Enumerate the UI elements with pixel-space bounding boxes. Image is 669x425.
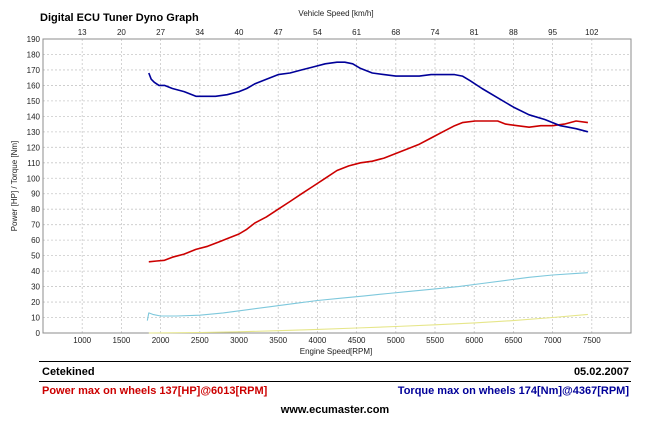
y-tick-label: 110 <box>27 159 40 168</box>
top-axis-label: Vehicle Speed [km/h] <box>298 9 373 18</box>
x-tick-label: 6000 <box>465 336 483 345</box>
y-tick-label: 120 <box>27 143 41 152</box>
y-tick-label: 90 <box>31 190 40 199</box>
x-tick-label: 3000 <box>230 336 248 345</box>
chart-title: Digital ECU Tuner Dyno Graph <box>40 12 199 24</box>
y-tick-label: 60 <box>31 236 40 245</box>
y-tick-label: 50 <box>31 252 40 261</box>
x-tick-label: 5500 <box>426 336 444 345</box>
footer-rule-top <box>39 361 631 362</box>
top-tick-label: 74 <box>431 28 440 37</box>
website-link[interactable]: www.ecumaster.com <box>280 404 390 416</box>
tick-layer: 0 10 20 30 40 50 60 70 80 90 100 110 120 130 140 150 160… <box>27 28 602 345</box>
x-tick-label: 1000 <box>73 336 91 345</box>
top-tick-label: 20 <box>117 28 126 37</box>
y-tick-label: 170 <box>27 66 41 75</box>
top-tick-label: 27 <box>156 28 165 37</box>
run-date: 05.02.2007 <box>573 366 629 378</box>
x-tick-label: 7000 <box>544 336 562 345</box>
plot-frame <box>42 38 632 334</box>
top-tick-label: 95 <box>548 28 557 37</box>
top-tick-label: 40 <box>235 28 244 37</box>
series-line-loss-cyan <box>146 272 588 321</box>
y-tick-label: 0 <box>36 329 41 338</box>
x-tick-label: 2000 <box>152 336 170 345</box>
x-tick-label: 2500 <box>191 336 209 345</box>
power-max-text: Power max on wheels 137[HP]@6013[RPM] <box>42 385 268 397</box>
top-tick-label: 88 <box>509 28 518 37</box>
footer-rule-mid <box>39 381 631 382</box>
footer-row-3: www.ecumaster.com <box>39 404 631 416</box>
x-tick-label: 4500 <box>348 336 366 345</box>
x-tick-label: 7500 <box>583 336 601 345</box>
top-tick-label: 54 <box>313 28 322 37</box>
top-tick-label: 47 <box>274 28 283 37</box>
y-axis-label: Power [HP] / Torque [Nm] <box>10 141 19 232</box>
y-tick-label: 30 <box>31 283 40 292</box>
y-tick-label: 180 <box>27 50 41 59</box>
series-line-torque-nm <box>148 61 589 133</box>
y-tick-label: 140 <box>27 112 41 121</box>
x-tick-label: 4000 <box>309 336 327 345</box>
y-tick-label: 160 <box>27 81 41 90</box>
top-tick-label: 102 <box>585 28 599 37</box>
y-tick-label: 100 <box>27 174 41 183</box>
y-tick-label: 40 <box>31 267 40 276</box>
x-tick-label: 3500 <box>269 336 287 345</box>
x-axis-label: Engine Speed[RPM] <box>300 347 373 356</box>
x-tick-label: 6500 <box>505 336 523 345</box>
x-tick-label: 5000 <box>387 336 405 345</box>
run-name: Cetekined <box>42 366 95 378</box>
y-tick-label: 150 <box>27 97 41 106</box>
y-tick-label: 190 <box>27 35 41 44</box>
y-tick-label: 20 <box>31 298 40 307</box>
y-tick-label: 130 <box>27 128 41 137</box>
top-tick-label: 61 <box>352 28 361 37</box>
torque-max-text: Torque max on wheels 174[Nm]@4367[RPM] <box>397 385 629 397</box>
series-layer <box>146 61 589 334</box>
y-tick-label: 80 <box>31 205 40 214</box>
top-tick-label: 13 <box>78 28 87 37</box>
series-line-power-hp <box>148 120 589 263</box>
grid <box>43 39 631 333</box>
y-tick-label: 70 <box>31 221 40 230</box>
top-tick-label: 34 <box>195 28 204 37</box>
y-tick-label: 10 <box>31 314 40 323</box>
series-line-loss-yellow <box>148 313 588 334</box>
x-tick-label: 1500 <box>113 336 131 345</box>
top-tick-label: 81 <box>470 28 479 37</box>
top-tick-label: 68 <box>391 28 400 37</box>
